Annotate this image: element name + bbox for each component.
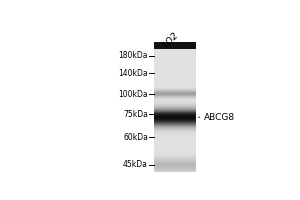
Text: 180kDa: 180kDa [118,51,148,60]
Text: 100kDa: 100kDa [118,90,148,99]
Text: 140kDa: 140kDa [118,69,148,78]
Text: ABCG8: ABCG8 [204,113,235,122]
Text: 75kDa: 75kDa [123,110,148,119]
Text: LO2: LO2 [162,31,181,49]
Text: 60kDa: 60kDa [123,133,148,142]
Text: 45kDa: 45kDa [123,160,148,169]
FancyBboxPatch shape [154,42,196,49]
